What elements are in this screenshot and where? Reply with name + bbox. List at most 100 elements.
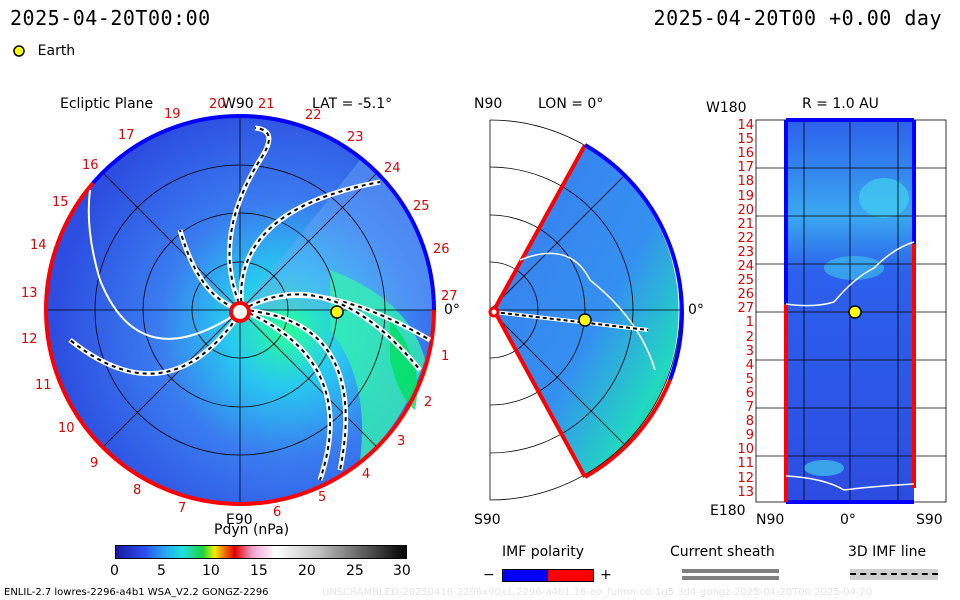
colorbar-tick: 0 (110, 563, 119, 579)
earth-legend: Earth (12, 40, 75, 59)
radial-row-label: 16 (737, 146, 754, 162)
imf-polarity-plus: + (600, 567, 612, 583)
rotation-number: 17 (118, 128, 135, 143)
rotation-number: 9 (90, 456, 99, 471)
radial-zero-label: 0° (840, 512, 856, 528)
radial-row-label: 4 (745, 357, 754, 373)
rotation-number: 25 (413, 199, 430, 214)
current-sheath-lines (68, 125, 432, 481)
radial-row-label: 2 (745, 329, 754, 345)
radial-plot (755, 118, 947, 504)
ecliptic-title: Ecliptic Plane (60, 96, 154, 112)
rotation-number: 16 (82, 158, 99, 173)
colorbar-tick: 20 (298, 563, 316, 579)
rotation-number: 6 (273, 505, 282, 520)
radial-row-label: 21 (737, 216, 754, 232)
ecliptic-zero-label: 0° (444, 302, 460, 318)
rotation-number: 22 (305, 108, 322, 123)
meridional-longitude: LON = 0° (538, 96, 604, 112)
ecliptic-latitude: LAT = -5.1° (312, 96, 393, 112)
rotation-number: 27 (441, 289, 458, 304)
rotation-number: 20 (209, 97, 226, 112)
radial-row-label: 27 (737, 301, 754, 317)
left-timestamp: 2025-04-20T00:00 (10, 6, 211, 30)
earth-marker-icon (330, 305, 344, 319)
rotation-number: 15 (52, 195, 69, 210)
radial-row-label: 17 (737, 160, 754, 176)
rotation-number: 4 (362, 467, 371, 482)
earth-legend-label: Earth (37, 43, 76, 59)
radial-row-label: 12 (737, 470, 754, 486)
current-sheath-title: Current sheath (670, 544, 775, 560)
radial-row-label: 23 (737, 244, 754, 260)
radial-row-label: 5 (745, 371, 754, 387)
imf-line-swatch (850, 569, 938, 580)
radial-row-label: 6 (745, 385, 754, 401)
colorbar-tick: 25 (346, 563, 364, 579)
imf-negative-swatch (502, 569, 549, 582)
radial-row-label: 14 (737, 118, 754, 133)
radial-row-label: 1 (745, 315, 754, 331)
meridional-zero-label: 0° (688, 302, 704, 318)
imf-line-title: 3D IMF line (848, 544, 927, 560)
imf-positive-swatch (547, 569, 594, 582)
imf-field-line (87, 189, 243, 340)
radial-distance: R = 1.0 AU (802, 96, 879, 112)
current-sheath-swatch-top (682, 569, 779, 573)
radial-row-label: 3 (745, 343, 754, 359)
rotation-number: 26 (433, 242, 450, 257)
radial-row-label: 10 (737, 442, 754, 458)
radial-n90-label: N90 (756, 512, 785, 528)
rotation-number: 1 (441, 349, 450, 364)
colorbar-gradient (115, 545, 407, 559)
radial-e180-label: E180 (710, 503, 746, 519)
radial-row-label: 20 (737, 202, 754, 218)
rotation-number: 7 (178, 501, 187, 516)
meridional-wedge (494, 145, 679, 477)
sun-marker-icon (229, 301, 251, 323)
radial-row-label: 7 (745, 400, 754, 415)
rotation-number: 10 (58, 421, 75, 436)
radial-row-label: 24 (737, 259, 754, 274)
rotation-number: 3 (397, 434, 406, 449)
rotation-number: 14 (30, 238, 47, 253)
earth-marker-icon (578, 313, 592, 327)
colorbar-tick: 15 (250, 563, 268, 579)
rotation-number: 19 (164, 107, 181, 122)
imf-polarity-minus: − (483, 567, 495, 583)
earth-marker-icon (13, 44, 25, 57)
meridional-s90-label: S90 (474, 512, 501, 528)
rotation-number: 24 (384, 161, 401, 176)
radial-row-label: 13 (737, 484, 754, 500)
radial-row-label: 26 (737, 287, 754, 303)
radial-row-label: 11 (737, 456, 754, 472)
radial-row-label: 9 (745, 428, 754, 444)
radial-row-label: 22 (737, 230, 754, 246)
right-timestamp: 2025-04-20T00 +0.00 day (653, 6, 942, 30)
rotation-number: 11 (35, 378, 52, 393)
run-info: UNSCRAMBLED-20250416-2296x90x1.2296-a4b1… (322, 587, 873, 598)
rotation-number: 2 (424, 395, 433, 410)
model-info: ENLIL-2.7 lowres-2296-a4b1 WSA_V2.2 GONG… (4, 587, 269, 598)
rotation-number: 5 (318, 490, 327, 505)
radial-row-label: 25 (737, 273, 754, 289)
colorbar-tick: 5 (157, 563, 166, 579)
ecliptic-e90-label: E90 (226, 512, 253, 528)
radial-w180-label: W180 (706, 100, 747, 116)
meridional-n90-label: N90 (474, 96, 503, 112)
earth-marker-icon (848, 305, 862, 319)
rotation-number: 12 (21, 332, 38, 347)
colorbar-title: Pdyn (nPa) (214, 522, 290, 538)
radial-s90-label: S90 (916, 512, 943, 528)
radial-row-label: 18 (737, 174, 754, 190)
meridional-plot (488, 119, 684, 501)
rotation-number: 8 (133, 483, 142, 498)
radial-row-label: 8 (745, 414, 754, 430)
ecliptic-w90-label: W90 (222, 96, 254, 112)
rotation-number: 13 (21, 286, 38, 301)
colorbar-tick: 10 (202, 563, 220, 579)
rotation-number: 21 (258, 97, 275, 112)
imf-polarity-title: IMF polarity (502, 544, 585, 560)
rotation-number: 23 (347, 130, 364, 145)
colorbar-tick: 30 (393, 563, 411, 579)
